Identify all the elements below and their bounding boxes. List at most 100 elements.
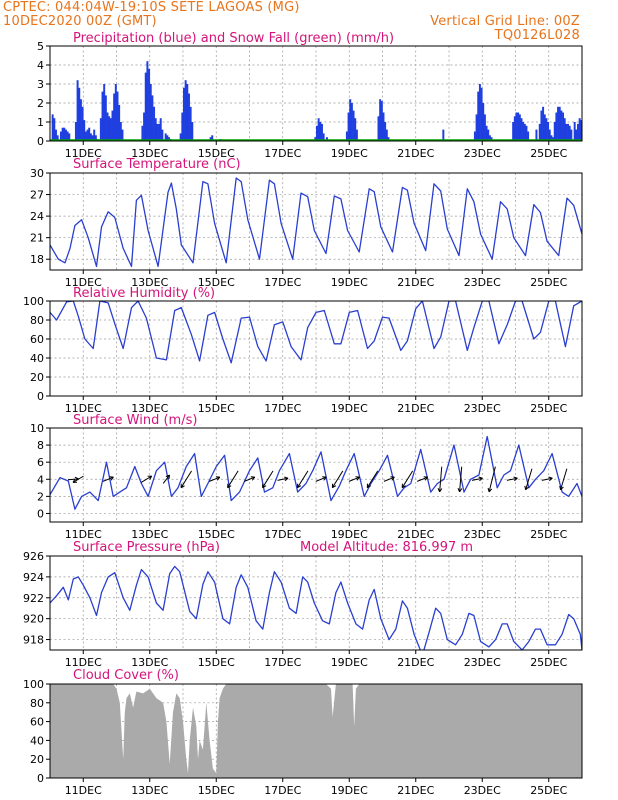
pressure-xtick-label: 13DEC xyxy=(131,656,168,669)
precip-bar xyxy=(349,99,352,141)
pressure-ytick-label: 922 xyxy=(23,592,44,605)
precip-bar xyxy=(181,112,184,141)
precip-bar xyxy=(116,91,119,141)
wind-arrow xyxy=(366,470,379,489)
precip-ytick-label: 0 xyxy=(37,135,44,148)
precip-bar xyxy=(103,84,106,141)
pressure-ytick-label: 926 xyxy=(23,550,44,563)
precip-bar xyxy=(355,129,358,141)
header-model-id: TQ0126L028 xyxy=(494,28,580,43)
wind-arrow xyxy=(244,476,256,482)
precip-bar xyxy=(560,110,563,141)
precip-bar xyxy=(535,129,538,141)
precip-bar xyxy=(53,118,56,141)
precip-bar xyxy=(183,87,185,141)
wind-xtick-label: 17DEC xyxy=(264,528,301,541)
rh-xtick-label: 21DEC xyxy=(397,402,434,415)
pressure-annotation: Model Altitude: 816.997 m xyxy=(300,540,473,555)
precip-bar xyxy=(189,106,192,141)
precip-bar xyxy=(59,131,62,141)
cloud-ytick-label: 100 xyxy=(23,678,44,691)
precip-bar xyxy=(382,112,385,141)
precip-bar xyxy=(478,84,481,141)
precip-bar xyxy=(186,84,189,141)
rh-ytick-label: 60 xyxy=(30,333,44,346)
precip-bar xyxy=(143,112,146,141)
precip-bar xyxy=(78,87,81,141)
precip-bar xyxy=(104,95,107,141)
wind-arrow xyxy=(487,466,496,493)
temp-xtick-label: 11DEC xyxy=(65,276,102,289)
rh-series-line xyxy=(50,301,582,364)
pressure-xtick-label: 17DEC xyxy=(264,656,301,669)
wind-arrow xyxy=(209,476,221,482)
precip-bar xyxy=(154,118,157,141)
wind-xtick-label: 13DEC xyxy=(131,528,168,541)
precip-bar xyxy=(573,122,576,141)
precip-bar xyxy=(141,125,144,141)
precip-ytick-label: 3 xyxy=(37,78,44,91)
precip-bar xyxy=(517,112,520,141)
precip-bar xyxy=(387,137,390,141)
temp-ytick-label: 30 xyxy=(30,167,44,180)
precip-bar xyxy=(525,125,528,141)
precip-bar xyxy=(74,122,77,141)
precip-bar xyxy=(164,133,167,141)
temp-ytick-label: 24 xyxy=(30,210,44,223)
precip-bar xyxy=(523,123,526,141)
temp-xtick-label: 17DEC xyxy=(264,276,301,289)
precip-bar xyxy=(187,93,190,141)
wind-arrow xyxy=(524,468,533,491)
precip-bar xyxy=(166,135,169,141)
precip-bar xyxy=(477,91,480,141)
precip-bar xyxy=(146,61,149,142)
precip-xtick-label: 17DEC xyxy=(264,147,301,160)
wind-xtick-label: 23DEC xyxy=(464,528,501,541)
precip-bar xyxy=(553,122,556,141)
wind-arrow xyxy=(383,476,395,482)
pressure-panel: 918 920 922 924 926 11DEC 13DEC 15DEC 17DEC 19DEC… xyxy=(23,540,583,669)
rh-xtick-label: 11DEC xyxy=(65,402,102,415)
precip-bar xyxy=(68,133,71,141)
wind-xtick-label: 21DEC xyxy=(397,528,434,541)
precip-ytick-label: 5 xyxy=(37,40,44,53)
pressure-xtick-label: 15DEC xyxy=(198,656,235,669)
wind-ytick-label: 0 xyxy=(37,507,44,520)
precip-bar xyxy=(314,137,317,141)
precip-bar xyxy=(322,133,325,141)
precip-xtick-label: 19DEC xyxy=(331,147,368,160)
rh-xtick-label: 13DEC xyxy=(131,402,168,415)
precip-bar xyxy=(119,122,122,141)
precip-bar xyxy=(515,112,518,141)
precip-bar xyxy=(88,127,91,141)
precip-bar xyxy=(111,110,114,141)
cloud-frame xyxy=(49,683,583,779)
precip-bar xyxy=(179,133,182,141)
temp-xtick-label: 13DEC xyxy=(131,276,168,289)
temp-xtick-label: 21DEC xyxy=(397,276,434,289)
precip-bar xyxy=(488,135,491,141)
precip-xtick-label: 25DEC xyxy=(530,147,567,160)
cloud-ytick-label: 80 xyxy=(30,697,44,710)
precip-bar xyxy=(568,125,571,141)
wind-ytick-label: 2 xyxy=(37,490,44,503)
rh-grid xyxy=(50,301,582,396)
cloud-xtick-label: 13DEC xyxy=(131,784,168,797)
pressure-xtick-label: 19DEC xyxy=(331,656,368,669)
precip-bar xyxy=(512,122,515,141)
precip-bar xyxy=(209,137,212,141)
precip-bar xyxy=(144,72,147,141)
temp-ytick-label: 21 xyxy=(30,232,44,245)
precip-ytick-label: 1 xyxy=(37,116,44,129)
precip-bar xyxy=(350,103,353,141)
rh-panel: 0 20 40 60 80 100 11DEC 13DEC 15DEC 17DEC 19DEC 21D… xyxy=(23,286,583,415)
precip-bar xyxy=(153,106,156,141)
temp-xtick-label: 23DEC xyxy=(464,276,501,289)
precip-bar xyxy=(552,137,555,141)
cloud-xtick-label: 23DEC xyxy=(464,784,501,797)
precip-bar xyxy=(151,95,154,141)
temp-xtick-label: 25DEC xyxy=(530,276,567,289)
precip-bar xyxy=(577,123,579,141)
cloud-xtick-label: 11DEC xyxy=(65,784,102,797)
wind-arrow xyxy=(162,474,171,484)
